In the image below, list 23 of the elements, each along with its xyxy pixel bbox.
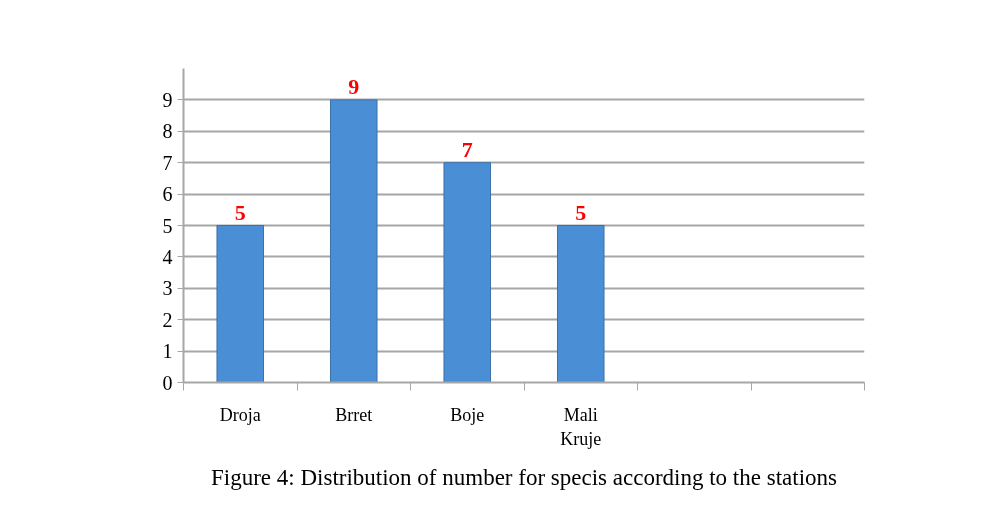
y-tick-label: 0 xyxy=(162,371,173,394)
x-tick-label: Boje xyxy=(450,404,485,425)
data-label: 9 xyxy=(348,73,360,99)
bar xyxy=(329,99,378,383)
text: Figure 4: Distribution of number for specis according to the stations xyxy=(211,464,838,490)
data-label: 5 xyxy=(234,199,246,225)
y-tick-label: 5 xyxy=(162,214,173,237)
bar xyxy=(216,225,265,383)
y-tick-label: 4 xyxy=(162,245,173,268)
y-tick-label: 1 xyxy=(162,340,173,363)
data-label: 5 xyxy=(575,199,587,225)
data-label: 7 xyxy=(461,136,473,162)
x-tick-label: Brret xyxy=(335,404,373,425)
y-tick-label: 7 xyxy=(162,151,173,174)
bar xyxy=(556,225,605,383)
y-tick-label: 3 xyxy=(162,277,173,300)
bar xyxy=(443,162,492,383)
x-tick-label: Droja xyxy=(219,404,261,425)
y-tick-label: 9 xyxy=(162,88,173,111)
y-tick-label: 6 xyxy=(162,183,173,206)
y-tick-label: 2 xyxy=(162,308,173,331)
x-tick-label: Mali Kruje xyxy=(560,404,602,449)
y-tick-label: 8 xyxy=(162,120,173,143)
